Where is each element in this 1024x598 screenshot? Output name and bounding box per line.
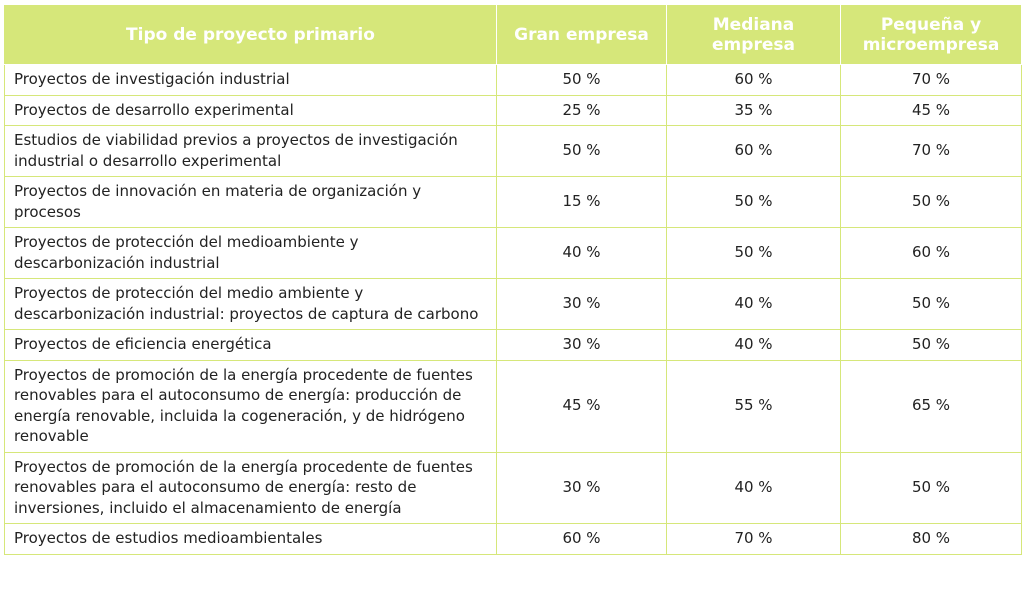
table-row: Proyectos de protección del medioambient… [4, 227, 1022, 279]
table-row: Proyectos de innovación en materia de or… [4, 176, 1022, 228]
medium-company-value: 60 % [666, 64, 841, 96]
header-project-type: Tipo de proyecto primario [4, 4, 497, 65]
project-type-cell: Proyectos de promoción de la energía pro… [4, 451, 497, 524]
large-company-value: 40 % [496, 227, 667, 279]
small-company-value: 70 % [840, 64, 1022, 96]
project-type-cell: Proyectos de eficiencia energética [4, 329, 497, 361]
project-type-cell: Proyectos de innovación en materia de or… [4, 176, 497, 228]
small-company-value: 50 % [840, 278, 1022, 330]
project-type-cell: Proyectos de promoción de la energía pro… [4, 359, 497, 453]
header-small-micro-company: Pequeña y microempresa [840, 4, 1022, 65]
medium-company-value: 40 % [666, 278, 841, 330]
small-company-value: 50 % [840, 451, 1022, 524]
project-type-cell: Proyectos de protección del medio ambien… [4, 278, 497, 330]
medium-company-value: 35 % [666, 94, 841, 126]
table-row: Estudios de viabilidad previos a proyect… [4, 125, 1022, 177]
small-company-value: 50 % [840, 176, 1022, 228]
large-company-value: 15 % [496, 176, 667, 228]
large-company-value: 50 % [496, 125, 667, 177]
header-large-company: Gran empresa [496, 4, 667, 65]
table-row: Proyectos de promoción de la energía pro… [4, 451, 1022, 524]
medium-company-value: 40 % [666, 451, 841, 524]
table-row: Proyectos de estudios medioambientales 6… [4, 523, 1022, 555]
table-row: Proyectos de eficiencia energética 30 % … [4, 329, 1022, 361]
large-company-value: 50 % [496, 64, 667, 96]
small-company-value: 45 % [840, 94, 1022, 126]
header-medium-company: Mediana empresa [666, 4, 841, 65]
project-type-cell: Proyectos de protección del medioambient… [4, 227, 497, 279]
medium-company-value: 50 % [666, 227, 841, 279]
table-row: Proyectos de investigación industrial 50… [4, 64, 1022, 96]
large-company-value: 30 % [496, 278, 667, 330]
table-row: Proyectos de promoción de la energía pro… [4, 359, 1022, 453]
medium-company-value: 40 % [666, 329, 841, 361]
table-row: Proyectos de protección del medio ambien… [4, 278, 1022, 330]
medium-company-value: 60 % [666, 125, 841, 177]
large-company-value: 25 % [496, 94, 667, 126]
small-company-value: 50 % [840, 329, 1022, 361]
medium-company-value: 50 % [666, 176, 841, 228]
medium-company-value: 70 % [666, 523, 841, 555]
medium-company-value: 55 % [666, 359, 841, 453]
project-type-cell: Proyectos de investigación industrial [4, 64, 497, 96]
small-company-value: 60 % [840, 227, 1022, 279]
small-company-value: 65 % [840, 359, 1022, 453]
project-type-cell: Estudios de viabilidad previos a proyect… [4, 125, 497, 177]
project-type-cell: Proyectos de estudios medioambientales [4, 523, 497, 555]
large-company-value: 60 % [496, 523, 667, 555]
large-company-value: 30 % [496, 329, 667, 361]
table-row: Proyectos de desarrollo experimental 25 … [4, 94, 1022, 126]
large-company-value: 30 % [496, 451, 667, 524]
large-company-value: 45 % [496, 359, 667, 453]
header-row: Tipo de proyecto primario Gran empresa M… [4, 4, 1022, 65]
project-type-cell: Proyectos de desarrollo experimental [4, 94, 497, 126]
small-company-value: 80 % [840, 523, 1022, 555]
aid-intensity-table: Tipo de proyecto primario Gran empresa M… [4, 4, 1022, 555]
small-company-value: 70 % [840, 125, 1022, 177]
